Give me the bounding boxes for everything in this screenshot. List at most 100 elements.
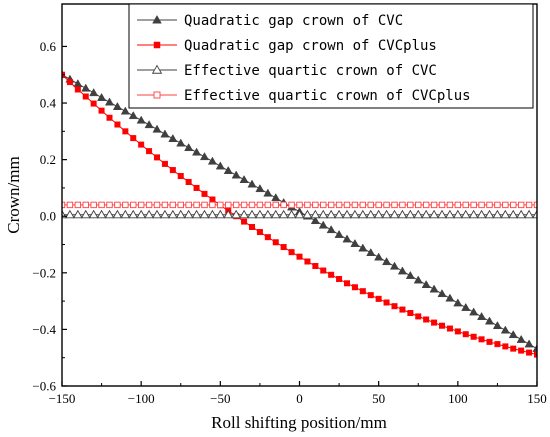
data-point <box>193 201 200 209</box>
data-point <box>144 120 154 129</box>
data-point <box>168 134 178 142</box>
y-tick-label: 0.4 <box>40 96 57 111</box>
data-point <box>89 88 99 97</box>
data-point <box>478 201 485 209</box>
y-tick-label: 0.6 <box>40 39 57 54</box>
x-tick-label: 0 <box>296 391 303 406</box>
data-point <box>209 201 216 209</box>
data-point <box>264 234 271 241</box>
data-point <box>88 209 99 219</box>
data-point <box>145 201 153 209</box>
data-point <box>247 179 257 188</box>
data-point <box>183 209 194 219</box>
data-point <box>82 93 89 100</box>
data-point <box>66 201 74 209</box>
x-tick-label: −100 <box>128 391 155 406</box>
x-tick-label: 50 <box>372 391 385 406</box>
data-point <box>288 201 295 209</box>
data-point <box>422 201 430 209</box>
data-point <box>128 209 139 219</box>
data-point <box>120 209 131 219</box>
data-point <box>367 292 374 299</box>
data-point <box>271 193 281 202</box>
data-point <box>98 107 105 114</box>
data-point <box>239 209 249 219</box>
data-point <box>431 319 438 326</box>
data-point <box>201 201 208 209</box>
data-point <box>272 239 279 246</box>
data-point <box>130 135 137 142</box>
data-point <box>184 143 194 152</box>
data-point <box>460 209 471 219</box>
y-tick-label: 0.0 <box>40 209 56 224</box>
data-point <box>517 201 525 209</box>
data-point <box>304 201 311 209</box>
data-point <box>510 345 517 352</box>
data-point <box>255 209 265 219</box>
legend-label: Effective quartic crown of CVC <box>184 63 437 79</box>
data-point <box>342 234 352 243</box>
data-point <box>469 307 479 316</box>
data-point <box>533 201 537 209</box>
data-point <box>223 209 234 219</box>
data-point <box>366 248 376 257</box>
legend-marker <box>153 91 161 99</box>
data-point <box>97 92 107 101</box>
data-point <box>296 201 303 209</box>
data-point <box>484 209 495 219</box>
data-point <box>169 167 176 174</box>
data-point <box>524 209 534 219</box>
data-point <box>199 152 210 161</box>
data-point <box>288 249 295 256</box>
series-layer <box>62 70 537 358</box>
data-point <box>146 148 153 155</box>
data-point <box>375 295 382 302</box>
series-4 <box>62 201 537 209</box>
data-point <box>201 190 208 197</box>
data-point <box>526 349 533 356</box>
data-point <box>468 209 479 219</box>
data-point <box>294 209 305 219</box>
data-point <box>328 271 335 278</box>
data-point <box>247 209 257 219</box>
data-point <box>278 209 289 219</box>
data-point <box>207 156 217 165</box>
data-point <box>310 216 320 225</box>
data-point <box>160 209 170 219</box>
data-point <box>413 209 424 219</box>
data-point <box>176 138 186 147</box>
legend-label: Quadratic gap crown of CVCplus <box>184 38 437 54</box>
legend-box <box>128 3 534 109</box>
axis-ticks: −150 −100 −50 0 50 100 150 −0.6 −0.4 −0.2 0.0 0.2 0.… <box>32 39 546 406</box>
data-point <box>407 201 414 209</box>
data-point <box>382 257 392 266</box>
data-point <box>502 343 509 350</box>
y-tick-label: −0.6 <box>32 379 56 394</box>
data-point <box>185 178 192 185</box>
data-point <box>231 170 241 179</box>
data-point <box>270 209 281 219</box>
data-point <box>342 209 352 219</box>
data-point <box>241 218 248 225</box>
data-point <box>62 201 66 209</box>
data-point <box>90 201 97 209</box>
data-point <box>445 209 455 219</box>
data-point <box>413 275 423 284</box>
data-point <box>415 313 422 320</box>
data-point <box>138 141 145 148</box>
data-point <box>516 209 527 219</box>
data-point <box>177 173 184 180</box>
data-point <box>137 201 145 209</box>
data-point <box>350 238 360 247</box>
data-point <box>207 209 218 219</box>
data-point <box>374 252 384 261</box>
data-point <box>161 160 168 167</box>
data-point <box>421 280 431 288</box>
data-point <box>209 196 216 203</box>
data-point <box>405 209 416 219</box>
legend-marker <box>152 15 162 24</box>
data-point <box>351 284 358 291</box>
data-point <box>122 201 129 209</box>
data-point <box>454 328 461 335</box>
